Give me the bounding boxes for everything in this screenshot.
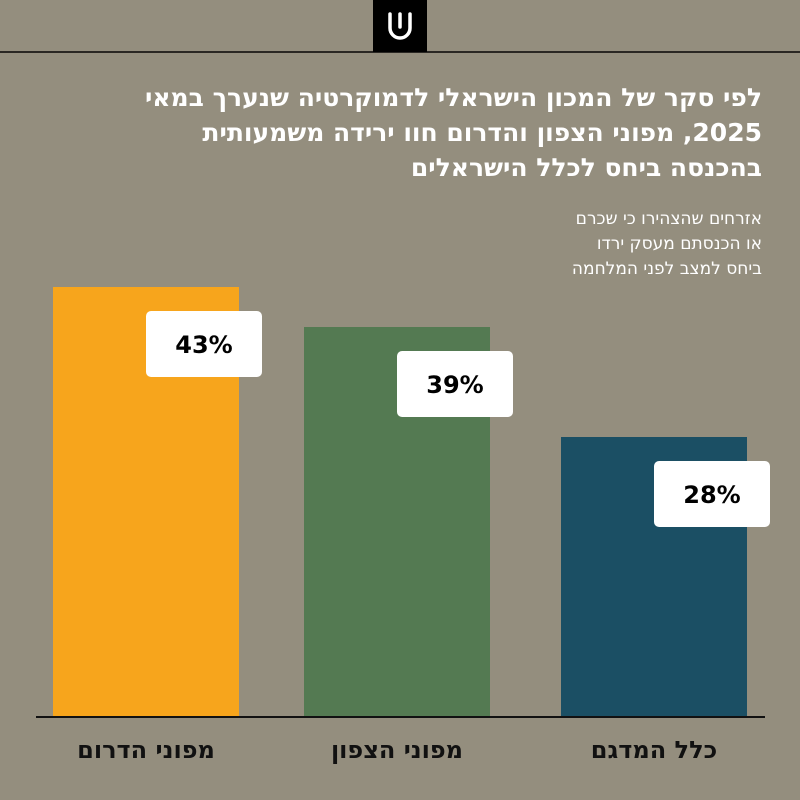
data-label-box [654,461,770,527]
data-label: 28% [683,481,740,509]
logo-icon [388,12,412,40]
category-label: כלל המדגם [591,736,717,764]
data-label: 43% [175,331,232,359]
subtitle-line: או הכנסתם מעסק ירדו [596,234,762,254]
chart-subtitle: אזרחים שהצהירו כי שכרם או הכנסתם מעסק יר… [362,207,762,282]
subtitle-line: אזרחים שהצהירו כי שכרם [575,209,762,229]
data-label: 39% [426,371,483,399]
category-label: מפוני הדרום [77,736,215,764]
data-label-box [397,351,513,417]
chart-title: לפי סקר של המכון הישראלי לדמוקרטיה שנערך… [144,83,762,182]
subtitle-line: ביחס למצב לפני המלחמה [571,259,762,279]
category-label: מפוני הצפון [331,736,463,764]
header-divider [0,51,800,53]
logo [373,0,427,52]
data-label-box [146,311,262,377]
